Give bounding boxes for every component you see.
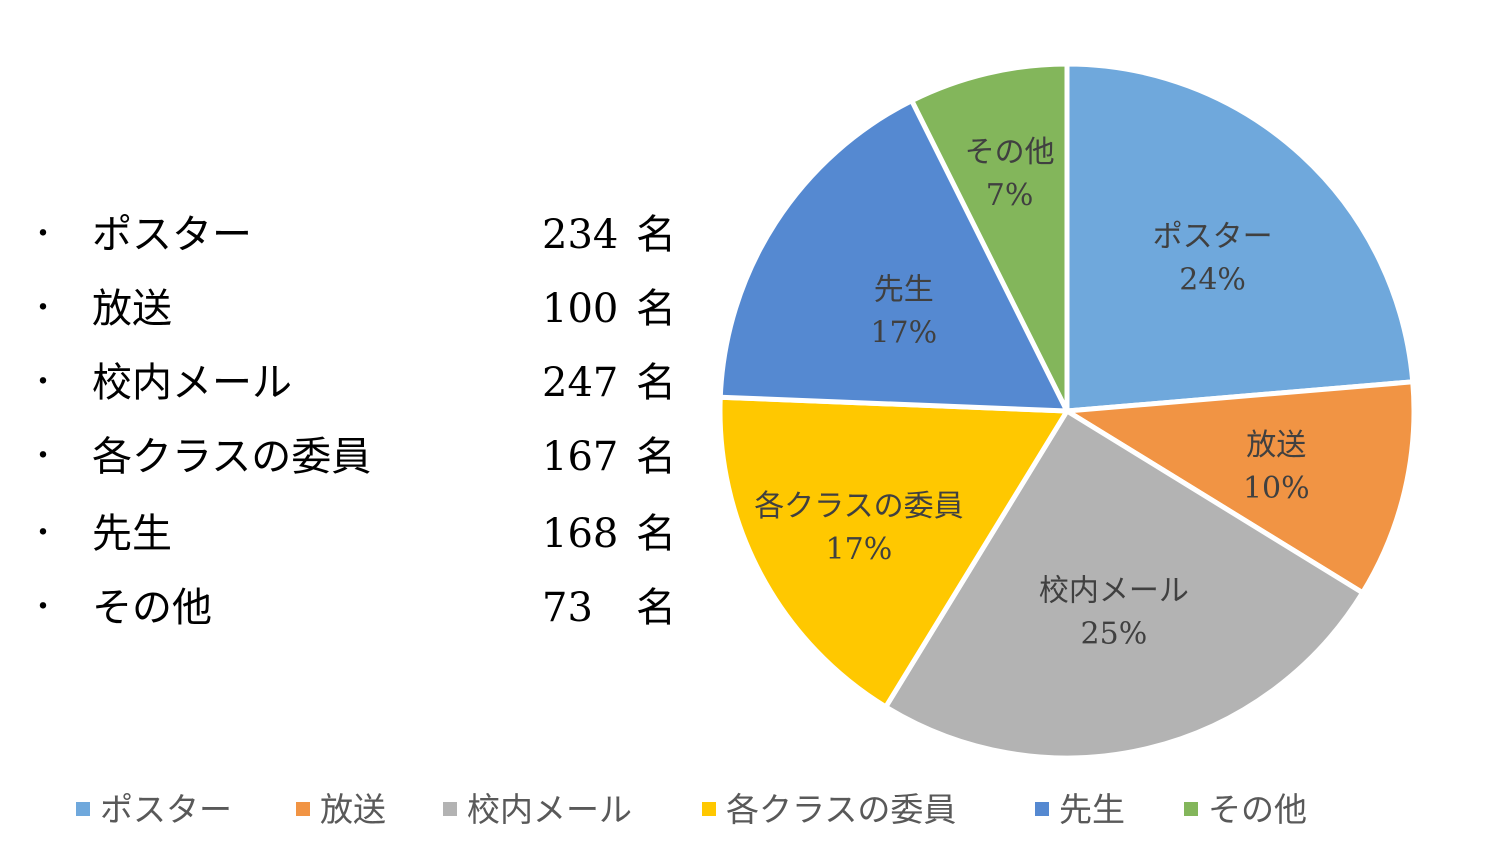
legend-entry: ポスター (76, 780, 232, 840)
count-list-value: 247 (542, 360, 619, 406)
count-list-value: 168 (542, 511, 619, 557)
bullet-dot: ・ (28, 217, 58, 252)
count-list-label: その他 (92, 585, 212, 631)
count-list-item: ・放送 100 名 (0, 272, 700, 346)
count-list-item: ・校内メール 247 名 (0, 346, 700, 420)
count-list: ・ポスター 234 名・放送 100 名・校内メール 247 名・各クラスの委員 167 名・先… (0, 0, 700, 700)
legend-entry: その他 (1184, 780, 1307, 840)
pie-slice (909, 61, 1070, 414)
legend-label: その他 (1208, 790, 1307, 829)
slice-percent-label: 7% (986, 178, 1034, 213)
count-list-label: 先生 (92, 511, 172, 557)
slice-name-label: 先生 (874, 273, 934, 308)
count-list-value: 167 (542, 434, 619, 480)
slice-percent-label: 17% (826, 532, 893, 567)
legend-entry: 先生 (1035, 780, 1125, 840)
count-list-unit: 名 (636, 212, 676, 258)
slice-percent-label: 24% (1179, 263, 1246, 298)
chart-legend: ポスター 放送 校内メール 各クラスの委員 先生 その他 (0, 780, 1500, 840)
pie-slices (717, 61, 1417, 761)
count-list-value: 100 (542, 286, 619, 332)
count-list-item: ・ポスター 234 名 (0, 198, 700, 272)
pie-slice (717, 98, 1070, 414)
legend-label: 校内メール (467, 790, 632, 829)
count-list-unit: 名 (636, 434, 676, 480)
legend-label: 先生 (1059, 790, 1125, 829)
count-list-item: ・先生 168 名 (0, 497, 700, 571)
bullet-dot: ・ (28, 365, 58, 400)
count-list-label: 放送 (92, 286, 172, 332)
pie-slice (1064, 61, 1416, 414)
slice-name-label: 各クラスの委員 (754, 489, 963, 524)
count-list-unit: 名 (636, 511, 676, 557)
legend-entry: 放送 (296, 780, 386, 840)
legend-label: 各クラスの委員 (726, 790, 957, 829)
pie-slice (883, 408, 1366, 761)
count-list-value: 234 (542, 212, 619, 258)
bullet-dot: ・ (28, 439, 58, 474)
count-list-unit: 名 (636, 360, 676, 406)
count-list-label: 校内メール (92, 360, 292, 406)
count-list-label: ポスター (92, 212, 252, 258)
bullet-dot: ・ (28, 291, 58, 326)
legend-entry: 校内メール (443, 780, 632, 840)
count-list-item: ・各クラスの委員 167 名 (0, 420, 700, 494)
legend-swatch (76, 802, 90, 816)
count-list-unit: 名 (636, 286, 676, 332)
legend-swatch (443, 802, 457, 816)
legend-label: 放送 (320, 790, 386, 829)
count-list-label: 各クラスの委員 (92, 434, 372, 480)
pie-labels: ポスター 24% 放送 10% 校内メール 25% 各クラスの委員 17% 先生 17% その他 7% (754, 135, 1309, 652)
count-list-value: 73 (542, 585, 593, 631)
slice-name-label: ポスター (1153, 220, 1273, 255)
slice-percent-label: 10% (1243, 471, 1310, 506)
slice-name-label: 校内メール (1039, 574, 1189, 609)
slice-name-label: 放送 (1246, 428, 1306, 463)
pie-chart: ポスター 24% 放送 10% 校内メール 25% 各クラスの委員 17% 先生 17% その他 7% (717, 61, 1417, 761)
legend-swatch (1035, 802, 1049, 816)
count-list-item: ・その他 73 名 (0, 571, 700, 645)
count-list-unit: 名 (636, 585, 676, 631)
slice-percent-label: 25% (1081, 617, 1148, 652)
legend-entry: 各クラスの委員 (702, 780, 956, 840)
bullet-dot: ・ (28, 590, 58, 625)
slice-name-label: その他 (965, 135, 1055, 170)
legend-swatch (1184, 802, 1198, 816)
bullet-dot: ・ (28, 516, 58, 551)
pie-slice (1064, 379, 1417, 596)
legend-swatch (296, 802, 310, 816)
legend-label: ポスター (100, 790, 232, 829)
pie-slice (717, 394, 1070, 710)
legend-swatch (702, 802, 716, 816)
slice-percent-label: 17% (870, 316, 937, 351)
